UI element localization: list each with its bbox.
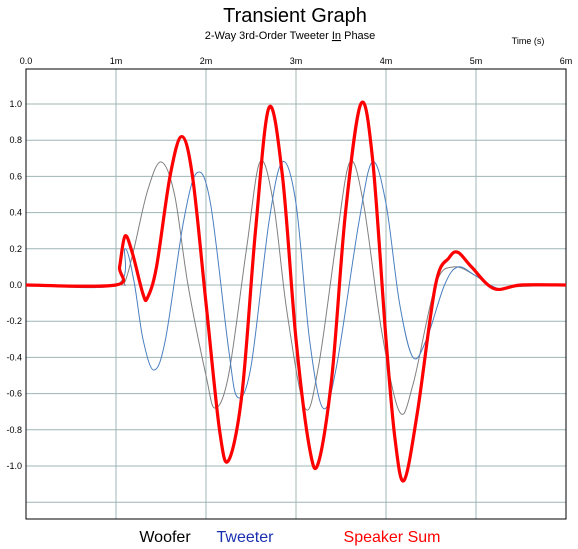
y-tick-label: -0.6 xyxy=(6,389,22,399)
legend-label-speaker-sum: Speaker Sum xyxy=(344,529,441,546)
series-line-tweeter xyxy=(25,161,567,410)
legend: Woofer Tweeter Speaker Sum xyxy=(139,529,440,546)
y-tick-label: 0.0 xyxy=(9,280,22,290)
x-tick-labels: 0.0 1m 2m 3m 4m 5m 6m xyxy=(20,56,573,66)
x-tick-label: 6m xyxy=(560,56,573,66)
x-tick-label: 4m xyxy=(380,56,393,66)
y-tick-labels: 1.0 0.8 0.6 0.4 0.2 0.0 -0.2 -0.4 -0.6 -0.8 -1.0 xyxy=(6,99,22,471)
y-tick-label: -0.8 xyxy=(6,425,22,435)
x-tick-label: 0.0 xyxy=(20,56,33,66)
chart-title: Transient Graph xyxy=(223,5,367,27)
y-tick-label: 1.0 xyxy=(9,99,22,109)
x-axis-label: Time (s) xyxy=(512,36,545,46)
chart-subtitle-part: 2-Way 3rd-Order Tweeter xyxy=(205,30,332,42)
y-tick-label: 0.8 xyxy=(9,135,22,145)
y-tick-label: -0.4 xyxy=(6,352,22,362)
y-tick-label: -0.2 xyxy=(6,316,22,326)
x-tick-label: 5m xyxy=(470,56,483,66)
x-tick-label: 2m xyxy=(200,56,213,66)
legend-label-woofer: Woofer xyxy=(139,529,191,546)
plot-frame xyxy=(25,68,567,520)
x-tick-label: 1m xyxy=(110,56,123,66)
y-tick-label: 0.4 xyxy=(9,208,22,218)
y-tick-label: -1.0 xyxy=(6,461,22,471)
chart-subtitle-emphasis: In xyxy=(332,30,341,42)
grid xyxy=(26,69,566,519)
chart-subtitle: 2-Way 3rd-Order Tweeter In Phase xyxy=(205,30,376,42)
chart-subtitle-part: Phase xyxy=(341,30,375,42)
y-tick-label: 0.6 xyxy=(9,171,22,181)
x-tick-label: 3m xyxy=(290,56,303,66)
series-line-speaker-sum xyxy=(25,100,567,483)
legend-label-tweeter: Tweeter xyxy=(217,529,275,546)
series-lines xyxy=(25,100,567,483)
y-tick-label: 0.2 xyxy=(9,244,22,254)
